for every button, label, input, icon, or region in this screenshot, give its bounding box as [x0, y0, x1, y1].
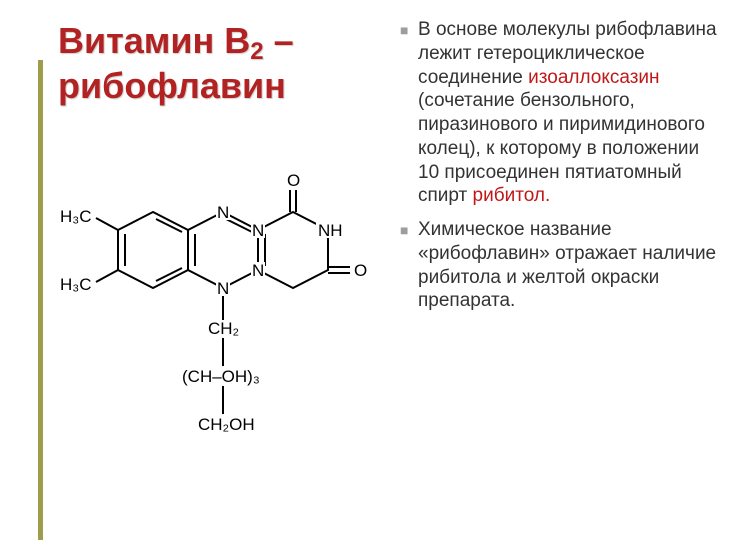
label-n4: N: [252, 261, 264, 280]
bullet-item: ■Химическое название «рибофлавин» отража…: [400, 218, 720, 313]
title-line2: рибофлавин: [58, 65, 286, 106]
chemical-structure: H₃C H₃C N N N N NH O O CH₂ (CH–OH)₃ CH₂O…: [58, 170, 378, 480]
text-segment: Химическое название «рибофлавин» отражае…: [418, 219, 716, 311]
label-n2: N: [217, 279, 229, 298]
label-o-top: O: [287, 171, 300, 190]
label-n3: N: [252, 221, 264, 240]
bullet-marker-icon: ■: [400, 218, 418, 313]
label-h3c-bot: H₃C: [60, 275, 91, 294]
label-n1: N: [217, 203, 229, 222]
bullet-item: ■В основе молекулы рибофлавина лежит гет…: [400, 18, 720, 208]
text-segment: (сочетание бензольного, пиразинового и п…: [418, 90, 705, 206]
label-o-right: O: [354, 261, 367, 280]
label-ch2oh: CH₂OH: [198, 415, 255, 434]
title-line1-post: –: [264, 20, 294, 61]
accent-bar: [38, 60, 43, 540]
label-ch2-a: CH₂: [208, 319, 239, 338]
highlight-term: рибитол.: [473, 185, 551, 206]
highlight-term: изоаллоксазин: [528, 67, 659, 88]
bullet-text: Химическое название «рибофлавин» отражае…: [418, 218, 720, 313]
bullet-marker-icon: ■: [400, 18, 418, 208]
slide: Витамин В2 – рибофлавин: [0, 0, 736, 551]
label-choh3: (CH–OH)₃: [182, 367, 260, 386]
label-h3c-top: H₃C: [60, 207, 91, 226]
label-nh: NH: [318, 221, 343, 240]
slide-title: Витамин В2 – рибофлавин: [58, 18, 388, 108]
bullet-text: В основе молекулы рибофлавина лежит гете…: [418, 18, 720, 208]
title-line1-sub: 2: [250, 38, 263, 65]
content-column: ■В основе молекулы рибофлавина лежит гет…: [400, 18, 720, 323]
title-line1-pre: Витамин В: [58, 20, 250, 61]
